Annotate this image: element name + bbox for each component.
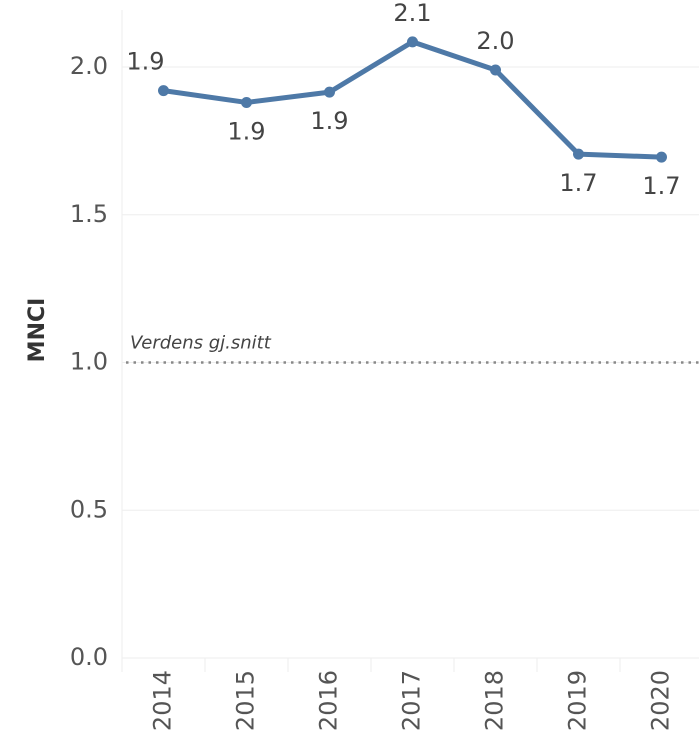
point	[324, 86, 335, 98]
x-tick-label: 2016	[315, 670, 343, 731]
x-tick-label: 2014	[149, 670, 177, 731]
x-tick-label: 2019	[564, 670, 592, 731]
x-tick-label: 2018	[481, 670, 509, 731]
value-label: 2.0	[476, 27, 514, 55]
value-label: 1.9	[126, 48, 164, 76]
x-tick-label: 2020	[647, 670, 675, 731]
point	[407, 36, 418, 48]
y-axis-label: MNCI	[25, 298, 50, 363]
y-tick-label: 2.0	[70, 52, 108, 80]
point	[241, 96, 252, 108]
y-tick-label: 0.0	[70, 643, 108, 671]
point	[573, 148, 584, 160]
y-tick-label: 0.5	[70, 495, 108, 523]
value-label: 1.7	[642, 172, 680, 200]
point	[158, 85, 169, 97]
point	[656, 151, 667, 163]
value-label: 2.1	[393, 0, 431, 27]
value-label: 1.9	[310, 107, 348, 135]
value-label: 1.7	[559, 169, 597, 197]
y-tick-label: 1.0	[70, 348, 108, 376]
y-tick-label: 1.5	[70, 200, 108, 228]
reference-label: Verdens gj.snitt	[130, 333, 272, 354]
x-tick-label: 2015	[232, 670, 260, 731]
point	[490, 64, 501, 76]
x-tick-label: 2017	[398, 670, 426, 731]
value-label: 1.9	[227, 117, 265, 145]
